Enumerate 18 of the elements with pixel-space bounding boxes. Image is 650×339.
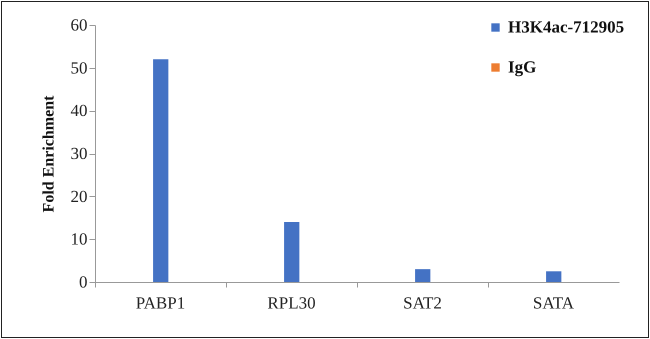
bar (284, 222, 300, 282)
bar (546, 271, 562, 282)
y-axis-title: Fold Enrichment (40, 94, 58, 212)
y-tick-label: 30 (70, 144, 88, 163)
y-tick-label: 10 (70, 230, 88, 249)
y-tick-label: 20 (70, 186, 88, 206)
y-tick-label: 50 (70, 58, 88, 78)
bar (415, 269, 430, 282)
x-tick-label: SAT2 (403, 294, 442, 312)
bar (153, 59, 168, 282)
x-tick-label: SATA (532, 294, 575, 312)
x-tick-label: RPL30 (267, 294, 316, 312)
y-tick-label: 0 (79, 272, 88, 292)
y-tick-label: 60 (70, 16, 88, 34)
legend-label: H3K4ac-712905 (508, 18, 624, 36)
x-tick-label: PABP1 (136, 294, 186, 312)
legend-label: IgG (508, 58, 536, 76)
y-tick-label: 40 (70, 101, 88, 120)
